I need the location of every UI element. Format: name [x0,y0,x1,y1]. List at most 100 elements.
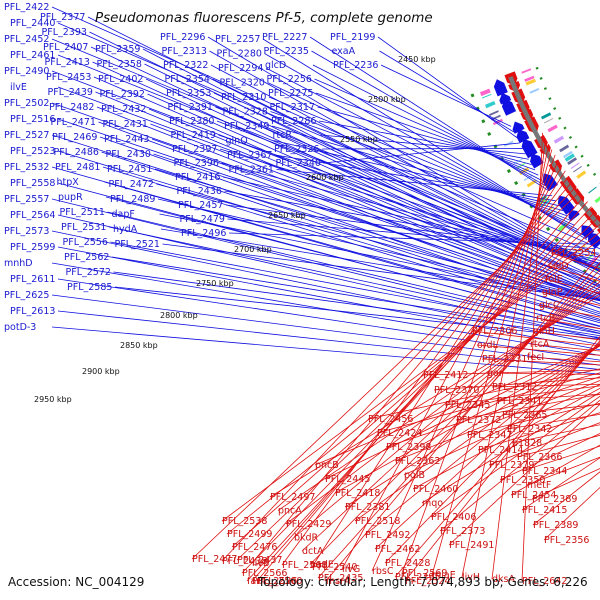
forward-gene-label: PFL_2199 [330,32,375,43]
forward-connector [273,140,560,207]
forward-connector [268,96,571,221]
forward-gene-label: PFL_2482 [49,102,94,113]
forward-gene-label: PFL_2527 [4,130,49,141]
scale-ticks: 2450 kbp 2500 kbp 2550 kbp 2600 kbp 2650 kbp… [34,55,436,404]
forward-gene-label: PFL_2235 [264,46,309,57]
forward-connector [51,6,600,250]
reverse-gene-label: rtcB [536,313,555,324]
reverse-gene-label: rbsC [372,566,394,577]
forward-gene-label: PFL_2313 [162,46,207,57]
reverse-gene-label: ordL [477,340,499,351]
forward-connector [228,232,591,245]
reverse-gene-label: PFL_2491 [449,540,494,551]
reverse-gene-label: ilvB [252,558,269,569]
forward-gene-label: PFL_2531 [61,222,106,233]
reverse-gene-label: PFL_2381 [345,502,390,513]
reverse-gene-label: PFL_2429 [286,519,331,530]
reverse-gene-label: glnH [533,326,555,337]
forward-connector [99,136,600,313]
forward-connector [162,243,600,300]
forward-connector [113,271,600,338]
reverse-gene-label: PFL_2373 [440,526,485,537]
reverse-gene-label: PFL_2414 [478,445,523,456]
reverse-gene-label: PFL_2445 [325,474,370,485]
forward-gene-label: PFL_2532 [4,162,49,173]
forward-gene-label: PFL_2393 [42,27,87,38]
reverse-gene-label: pncB [315,460,339,471]
reverse-connector [221,186,577,562]
forward-gene-label: PFL_2296 [160,32,205,43]
forward-gene-label: PFL_2328 [223,107,268,118]
forward-gene-label: PFL_2625 [4,290,49,301]
forward-gene-label: PFL_2486 [54,147,99,158]
reverse-gene-label: PFL_2437 [237,555,282,566]
reverse-connector [448,403,600,546]
reverse-gene-label: PFL_2568 [282,560,327,571]
forward-connector [321,148,523,150]
reverse-connector [511,424,600,444]
forward-gene-label: PFL_2443 [104,134,149,145]
reverse-connector [226,231,600,535]
reverse-connector [499,433,600,481]
forward-connector [380,64,512,127]
forward-gene-label: PFL_2523 [10,146,55,157]
reverse-connector [476,344,600,356]
reverse-gene-label: PFL_2456 [368,414,413,425]
map-title: Pseudomonas fluorescens Pf-5, complete g… [95,10,433,26]
forward-gene-label: PFL_2413 [45,57,90,68]
forward-gene-label: PFL_2286 [271,116,316,127]
reverse-gene-label: PFL_2406 [431,512,476,523]
forward-connector [276,169,553,197]
reverse-gene-label: PFL_2362 [395,456,440,467]
reverse-gene-label: PFL_2366 [517,452,562,463]
scale-tick-label: 2650 kbp [268,211,306,220]
reverse-gene-label: PFL_2500 [257,576,302,587]
reverse-connector [309,269,600,565]
reverse-connector [532,471,600,526]
reverse-gene-label: PFL_2518 [355,516,400,527]
scale-tick-label: 2500 kbp [368,95,406,104]
forward-gene-label: PFL_2457 [178,200,223,211]
reverse-gene-label: metF [527,480,551,491]
scale-tick-label: 2750 kbp [196,279,234,288]
reverse-connector [477,412,600,451]
forward-connector [271,125,564,212]
forward-gene-label: PFL_2451 [107,164,152,175]
forward-connector [87,16,600,275]
reverse-connector [521,457,600,511]
forward-connector [57,86,600,287]
reverse-gene-label: livH [462,572,480,583]
forward-gene-label: potD-3 [4,322,36,333]
reverse-gene-label: PFL_2526 [252,576,297,587]
reverse-connector [401,154,556,574]
reverse-connector [301,275,600,552]
reverse-connector [246,206,592,582]
reverse-connector [488,422,600,466]
forward-connector [221,162,600,264]
forward-gene-label: PFL_2419 [171,130,216,141]
forward-gene-label: hydA [113,224,138,235]
scale-tick-label: 2450 kbp [398,55,436,64]
forward-connector [110,241,600,335]
reverse-gene-label: farA [247,576,267,587]
reverse-gene-label: PFL_2428 [385,558,430,569]
forward-gene-label: glcD [265,60,286,71]
reverse-gene-label: PFL_2454 [511,490,556,501]
reverse-gene-label: dksA [492,574,515,585]
reverse-connector [412,387,600,490]
forward-gene-label: dapF [112,209,135,220]
forward-connector [323,142,520,164]
reverse-gene-label: PFL_2497 [270,492,315,503]
accession-text: Accession: NC_004129 [8,575,145,589]
reverse-gene-label: PFL_2331 [482,354,527,365]
reverse-gene-label: PFL_2389 [532,494,577,505]
reverse-connector [236,215,600,561]
forward-gene-label: PFL_2236 [333,60,378,71]
reverse-connector [394,380,600,462]
reverse-connector [293,281,600,538]
reverse-gene-label: folE [545,274,563,285]
forward-gene-label: PFL_2562 [64,252,109,263]
forward-gene-label: PFL_2397 [172,144,217,155]
forward-gene-label: PFL_2377 [40,12,85,23]
forward-gene-label: PFL_2439 [48,87,93,98]
